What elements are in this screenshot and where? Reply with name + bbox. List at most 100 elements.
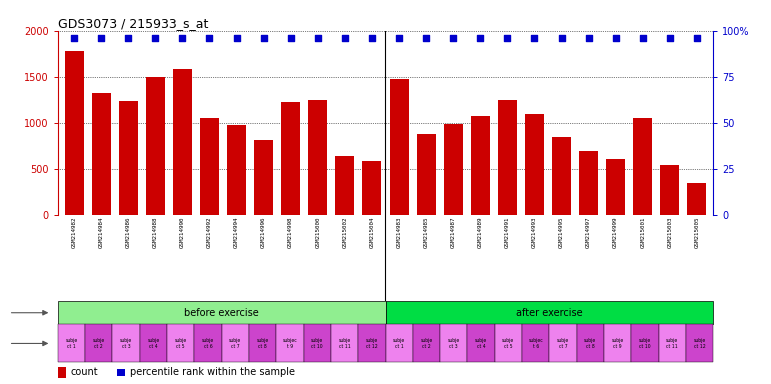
Point xyxy=(68,35,80,41)
Text: subje
ct 4: subje ct 4 xyxy=(147,338,160,349)
Point xyxy=(149,35,161,41)
Bar xyxy=(631,324,658,362)
Bar xyxy=(140,324,167,362)
Bar xyxy=(331,324,359,362)
Text: subje
ct 12: subje ct 12 xyxy=(693,338,705,349)
Text: GSM214991: GSM214991 xyxy=(505,217,510,248)
Text: subje
ct 6: subje ct 6 xyxy=(202,338,214,349)
Bar xyxy=(359,324,386,362)
Text: subje
ct 11: subje ct 11 xyxy=(666,338,678,349)
Bar xyxy=(113,324,140,362)
Point xyxy=(393,35,406,41)
Text: subje
ct 2: subje ct 2 xyxy=(93,338,105,349)
Bar xyxy=(440,324,467,362)
Bar xyxy=(362,161,382,215)
Text: GSM214999: GSM214999 xyxy=(613,217,618,248)
Text: subje
ct 8: subje ct 8 xyxy=(257,338,269,349)
Point xyxy=(420,35,433,41)
Bar xyxy=(58,367,66,377)
Bar xyxy=(550,324,577,362)
Text: subje
ct 1: subje ct 1 xyxy=(66,338,78,349)
Text: subje
ct 3: subje ct 3 xyxy=(120,338,132,349)
Bar xyxy=(522,324,549,362)
Bar xyxy=(281,102,300,215)
Bar xyxy=(58,301,386,324)
Text: subje
ct 7: subje ct 7 xyxy=(229,338,241,349)
Text: GSM214985: GSM214985 xyxy=(423,217,429,248)
Bar xyxy=(304,324,331,362)
Bar xyxy=(661,165,679,215)
Bar xyxy=(498,100,517,215)
Bar xyxy=(308,100,327,215)
Bar xyxy=(579,151,598,215)
Bar xyxy=(276,324,304,362)
Text: subjec
t 6: subjec t 6 xyxy=(528,338,543,349)
Text: subje
ct 2: subje ct 2 xyxy=(420,338,433,349)
Point xyxy=(338,35,351,41)
Bar xyxy=(471,116,490,215)
Bar xyxy=(85,324,113,362)
Bar xyxy=(577,324,604,362)
Point xyxy=(691,35,703,41)
Bar xyxy=(335,156,355,215)
Text: GSM214990: GSM214990 xyxy=(180,217,185,248)
Text: after exercise: after exercise xyxy=(516,308,583,318)
Text: GSM214984: GSM214984 xyxy=(99,217,103,248)
Text: subje
ct 3: subje ct 3 xyxy=(448,338,460,349)
Point xyxy=(365,35,378,41)
Point xyxy=(501,35,513,41)
Point xyxy=(177,35,189,41)
Text: GSM214996: GSM214996 xyxy=(261,217,266,248)
Point xyxy=(528,35,540,41)
Bar xyxy=(552,137,571,215)
Bar xyxy=(412,324,440,362)
Text: GSM214986: GSM214986 xyxy=(126,217,131,248)
Point xyxy=(284,35,297,41)
Text: GSM214987: GSM214987 xyxy=(451,217,456,248)
Bar xyxy=(146,77,165,215)
Text: subje
ct 11: subje ct 11 xyxy=(338,338,351,349)
Text: GSM214983: GSM214983 xyxy=(396,217,402,248)
Text: subje
ct 5: subje ct 5 xyxy=(502,338,514,349)
Bar xyxy=(416,134,436,215)
Text: GSM215001: GSM215001 xyxy=(640,217,645,248)
Text: count: count xyxy=(71,367,99,377)
Bar xyxy=(688,183,706,215)
Text: GSM214997: GSM214997 xyxy=(586,217,591,248)
Point xyxy=(204,35,216,41)
Text: percentile rank within the sample: percentile rank within the sample xyxy=(130,367,295,377)
Text: subje
ct 8: subje ct 8 xyxy=(584,338,597,349)
Point xyxy=(122,35,134,41)
Point xyxy=(582,35,594,41)
Text: subje
ct 10: subje ct 10 xyxy=(639,338,651,349)
Text: subjec
t 9: subjec t 9 xyxy=(282,338,298,349)
Bar xyxy=(386,324,412,362)
Bar xyxy=(173,70,192,215)
Text: GSM214994: GSM214994 xyxy=(234,217,239,248)
Text: GSM214982: GSM214982 xyxy=(72,217,76,248)
Point xyxy=(474,35,487,41)
Bar xyxy=(200,118,219,215)
Text: subje
ct 9: subje ct 9 xyxy=(611,338,624,349)
Text: GSM214995: GSM214995 xyxy=(559,217,564,248)
Bar xyxy=(58,324,85,362)
Point xyxy=(637,35,649,41)
Bar xyxy=(117,369,126,376)
Bar xyxy=(222,324,249,362)
Bar xyxy=(65,51,83,215)
Bar xyxy=(525,114,544,215)
Point xyxy=(664,35,676,41)
Text: GSM215005: GSM215005 xyxy=(695,217,699,248)
Text: GSM215002: GSM215002 xyxy=(342,217,348,248)
Point xyxy=(610,35,622,41)
Bar xyxy=(389,79,409,215)
Bar xyxy=(167,324,194,362)
Bar xyxy=(467,324,495,362)
Bar xyxy=(254,141,273,215)
Text: before exercise: before exercise xyxy=(184,308,259,318)
Bar xyxy=(606,159,625,215)
Bar xyxy=(249,324,276,362)
Bar xyxy=(119,101,138,215)
Bar xyxy=(444,124,463,215)
Text: GSM215004: GSM215004 xyxy=(369,217,375,248)
